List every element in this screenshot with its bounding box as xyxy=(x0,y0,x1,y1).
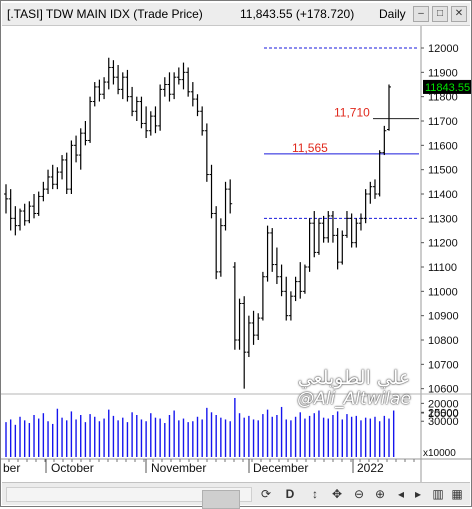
chart-header: [.TASI] TDW MAIN IDX (Trade Price) 11,84… xyxy=(2,3,470,26)
scrollbar-thumb[interactable] xyxy=(202,490,240,509)
volume-tick-label: 20000 xyxy=(428,398,459,410)
vertical-resize-icon[interactable]: ↕ xyxy=(312,487,318,501)
watermark: علي الطويلعي @Ali_Altwilae xyxy=(289,367,419,409)
minimize-button[interactable]: – xyxy=(413,6,429,22)
watermark-handle: @Ali_Altwilae xyxy=(297,389,411,409)
last-price-tag xyxy=(423,79,471,94)
price-tick-label: 11700 xyxy=(428,116,458,128)
chart-area[interactable]: 10500 10600 10700 10800 10900 11000 11100 11200… xyxy=(1,26,471,482)
scroll-right-icon[interactable]: ▸ xyxy=(414,487,422,501)
time-label-november: November xyxy=(151,461,206,475)
zoom-in-icon[interactable]: ⊕ xyxy=(374,487,386,501)
volume-multiplier-label: x10000 xyxy=(423,448,456,459)
price-tick-label: 12000 xyxy=(428,43,459,55)
grid-icon[interactable]: ▦ xyxy=(451,487,463,501)
level-label-11710: 11,710 xyxy=(334,106,370,120)
price-tick-label: 11800 xyxy=(428,92,458,104)
price-tick-label: 10600 xyxy=(428,384,459,396)
refresh-icon[interactable]: ⟳ xyxy=(260,487,272,501)
columns-icon[interactable]: ▥ xyxy=(432,487,444,501)
price-tick-label: 11100 xyxy=(428,262,457,274)
price-tick-label: 10700 xyxy=(428,359,459,371)
last-price-tag-label: 11843.55 xyxy=(425,82,470,94)
watermark-arabic: علي الطويلعي xyxy=(297,367,411,389)
price-tick-label: 11400 xyxy=(428,189,458,201)
maximize-button[interactable]: □ xyxy=(432,6,448,22)
time-label-december: December xyxy=(253,461,308,475)
price-tick-label: 10500 xyxy=(428,408,459,420)
time-label-october: October xyxy=(51,461,94,475)
move-icon[interactable]: ✥ xyxy=(331,487,343,501)
price-tick-label: 10800 xyxy=(428,335,459,347)
close-button[interactable]: ✕ xyxy=(451,6,467,22)
status-bar: ⟳ D ↕ ✥ ⊖ ⊕ ◂ ▸ ▥ ▦ xyxy=(2,482,470,509)
price-tick-label: 10900 xyxy=(428,311,459,323)
zoom-out-icon[interactable]: ⊖ xyxy=(353,487,365,501)
price-tick-label: 11000 xyxy=(428,286,458,298)
symbol-title: [.TASI] TDW MAIN IDX (Trade Price) xyxy=(7,7,203,21)
interval-label[interactable]: Daily xyxy=(379,7,406,21)
last-price-change: 11,843.55 (+178.720) xyxy=(240,7,355,21)
price-tick-label: 11300 xyxy=(428,213,458,225)
time-scrollbar[interactable] xyxy=(6,487,252,509)
price-tick-label: 11600 xyxy=(428,140,458,152)
d-mode-button[interactable]: D xyxy=(285,487,295,501)
level-label-11565: 11,565 xyxy=(292,141,328,155)
time-label-2022: 2022 xyxy=(357,461,384,475)
volume-tick-label: 25000 xyxy=(428,407,459,419)
price-tick-label: 11200 xyxy=(428,238,458,250)
scroll-left-icon[interactable]: ◂ xyxy=(397,487,405,501)
time-label-ber: ber xyxy=(3,461,20,475)
volume-tick-label: 30000 xyxy=(428,416,459,428)
price-tick-label: 11900 xyxy=(428,67,458,79)
price-tick-label: 11500 xyxy=(428,165,458,177)
